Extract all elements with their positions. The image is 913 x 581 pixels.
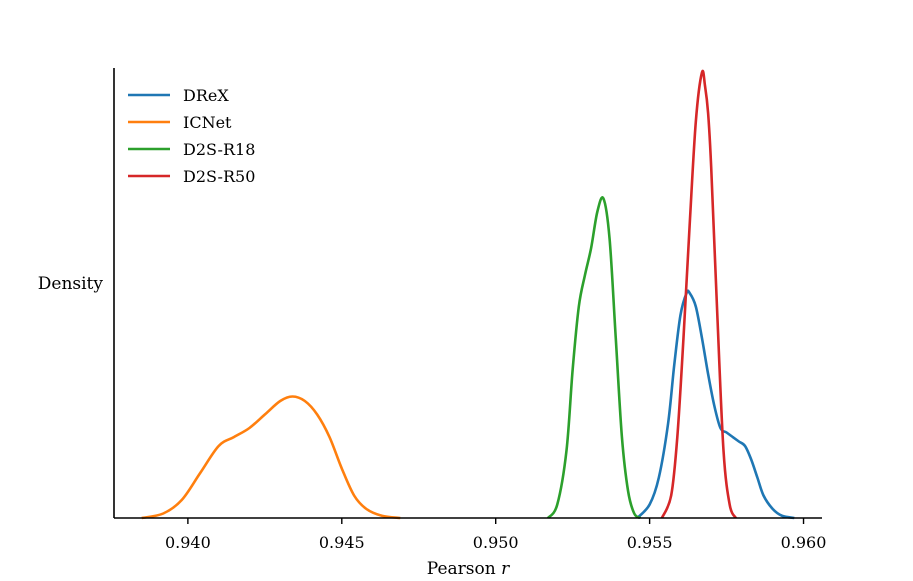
legend-label-icnet: ICNet [183,113,232,132]
x-tick-label: 0.950 [473,533,519,552]
x-axis-label-text: Pearson [427,559,501,579]
x-tick-label: 0.940 [165,533,211,552]
x-axis-label: Pearson r [427,559,510,579]
series-layer [141,69,795,520]
series-line-d2s-r18 [546,196,642,520]
series-line-d2s-r50 [660,69,737,519]
legend-label-d2s-r18: D2S-R18 [183,140,255,159]
x-ticks: 0.940 0.945 0.950 0.955 0.960 [165,518,826,552]
x-axis-label-variable: r [501,559,510,579]
y-axis-label: Density [38,274,104,294]
x-tick-label: 0.945 [319,533,365,552]
legend-label-d2s-r50: D2S-R50 [183,167,255,186]
x-tick-label: 0.955 [627,533,673,552]
series-line-icnet [141,395,401,520]
legend: DReX ICNet D2S-R18 D2S-R50 [128,86,255,186]
x-tick-label: 0.960 [781,533,827,552]
legend-label-drex: DReX [183,86,229,105]
series-line-drex [636,289,795,520]
